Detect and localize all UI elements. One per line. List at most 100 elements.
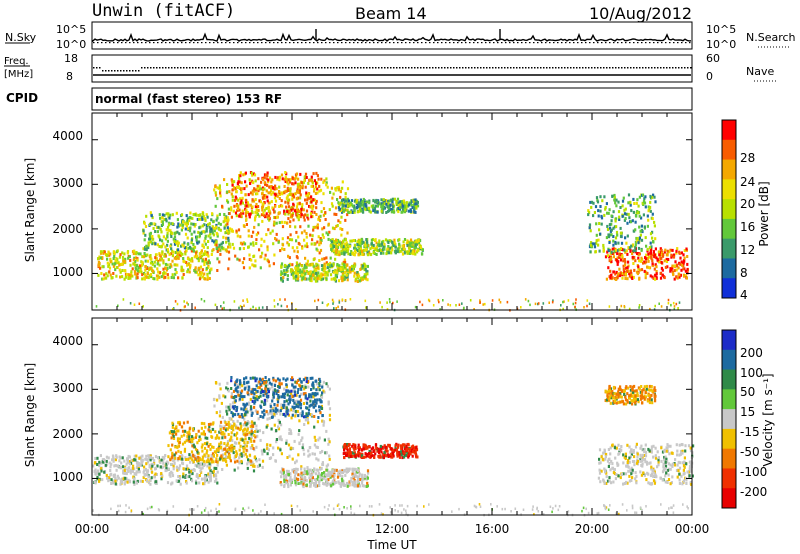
- echo-pixel: [646, 247, 649, 251]
- echo-pixel: [634, 243, 637, 247]
- echo-pixel: [347, 252, 350, 256]
- echo-pixel: [606, 250, 609, 254]
- echo-pixel: [173, 453, 176, 457]
- ground-scatter-pixel: [258, 306, 260, 310]
- echo-pixel: [297, 241, 300, 245]
- echo-pixel: [248, 266, 251, 270]
- echo-pixel: [353, 199, 357, 203]
- echo-pixel: [151, 260, 154, 264]
- echo-pixel: [322, 207, 326, 211]
- echo-pixel: [132, 475, 135, 479]
- echo-pixel: [221, 436, 224, 440]
- echo-pixel: [229, 444, 232, 448]
- echo-pixel: [385, 199, 388, 202]
- echo-pixel: [304, 277, 307, 281]
- echo-pixel: [221, 456, 224, 460]
- echo-pixel: [638, 214, 641, 218]
- echo-pixel: [655, 270, 658, 273]
- echo-pixel: [250, 432, 253, 436]
- echo-pixel: [399, 203, 402, 207]
- echo-pixel: [627, 201, 630, 205]
- echo-pixel: [266, 245, 269, 249]
- echo-pixel: [608, 223, 611, 227]
- echo-pixel: [674, 260, 677, 264]
- echo-pixel: [342, 260, 345, 264]
- echo-pixel: [257, 223, 260, 227]
- echo-pixel: [171, 481, 174, 485]
- echo-pixel: [659, 247, 662, 251]
- echo-pixel: [147, 276, 150, 280]
- echo-pixel: [251, 192, 254, 196]
- echo-pixel: [173, 427, 177, 431]
- nave-dot: [432, 67, 434, 69]
- echo-pixel: [655, 265, 658, 269]
- echo-pixel: [234, 413, 237, 417]
- echo-pixel: [171, 471, 174, 475]
- echo-pixel: [203, 239, 206, 243]
- echo-pixel: [143, 221, 146, 225]
- echo-pixel: [415, 206, 418, 210]
- echo-pixel: [315, 247, 318, 251]
- ground-scatter-pixel: [279, 298, 281, 301]
- echo-pixel: [661, 268, 664, 272]
- ground-scatter-pixel: [220, 305, 222, 308]
- echo-pixel: [208, 271, 211, 275]
- echo-pixel: [648, 207, 651, 211]
- nave-dot: [675, 67, 677, 69]
- nave-dot: [333, 67, 335, 69]
- echo-pixel: [290, 213, 293, 217]
- echo-pixel: [416, 250, 419, 254]
- echo-pixel: [278, 190, 281, 193]
- nave-dot: [429, 67, 431, 69]
- echo-pixel: [322, 420, 325, 424]
- echo-pixel: [334, 279, 337, 283]
- echo-pixel: [305, 232, 308, 235]
- echo-pixel: [208, 261, 211, 265]
- echo-pixel: [166, 263, 169, 267]
- echo-pixel: [653, 267, 656, 271]
- echo-pixel: [192, 222, 195, 226]
- echo-pixel: [380, 242, 384, 246]
- noise-search-dot: [289, 42, 291, 44]
- echo-pixel: [608, 241, 611, 244]
- echo-pixel: [267, 392, 270, 396]
- echo-pixel: [203, 475, 207, 479]
- echo-pixel: [250, 413, 253, 417]
- date-title: 10/Aug/2012: [589, 4, 692, 23]
- echo-pixel: [136, 463, 139, 467]
- echo-pixel: [395, 199, 398, 203]
- echo-pixel: [288, 180, 292, 184]
- echo-pixel: [172, 250, 175, 254]
- echo-pixel: [337, 201, 340, 205]
- echo-pixel: [310, 276, 313, 280]
- echo-pixel: [410, 203, 413, 207]
- echo-pixel: [308, 178, 311, 182]
- echo-pixel: [286, 186, 289, 190]
- echo-pixel: [398, 250, 401, 254]
- echo-pixel: [110, 462, 113, 466]
- echo-pixel: [263, 448, 266, 452]
- echo-pixel: [622, 196, 625, 200]
- noise-search-dot: [221, 42, 223, 44]
- echo-pixel: [176, 437, 180, 441]
- ground-scatter-pixel: [583, 306, 585, 309]
- echo-pixel: [644, 276, 647, 280]
- noise-search-dot: [345, 42, 347, 44]
- echo-pixel: [300, 208, 303, 212]
- echo-pixel: [140, 260, 143, 264]
- echo-pixel: [297, 177, 300, 181]
- ground-scatter-pixel: [396, 300, 398, 303]
- echo-pixel: [94, 461, 97, 465]
- echo-pixel: [648, 266, 652, 270]
- echo-pixel: [185, 261, 188, 264]
- ground-scatter-pixel: [273, 299, 276, 302]
- echo-pixel: [253, 401, 256, 405]
- nave-dot: [537, 67, 539, 69]
- noise-search-dot: [677, 42, 679, 44]
- nave-dot: [420, 67, 422, 69]
- echo-pixel: [350, 267, 353, 271]
- echo-pixel: [327, 233, 330, 237]
- nave-dot: [111, 70, 113, 72]
- echo-pixel: [211, 226, 214, 230]
- echo-pixel: [647, 266, 650, 270]
